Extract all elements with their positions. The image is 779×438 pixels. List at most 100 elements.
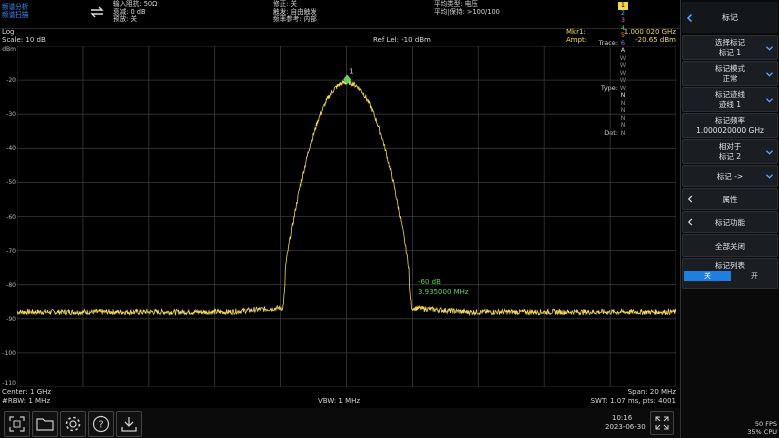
marker-freq-button[interactable]: 标记频率 1.000020000 GHz <box>682 113 778 138</box>
tnums-3[interactable]: 3 <box>620 16 626 24</box>
scale-type: Log <box>2 28 15 36</box>
marker-list-toggle[interactable]: 标记列表 关 开 <box>682 258 778 289</box>
marker-mode-value: 正常 <box>722 74 738 83</box>
fps-readout: 50 FPS <box>754 420 777 428</box>
type-label: Type: <box>600 83 618 92</box>
y-tick-label: -60 <box>6 213 16 221</box>
marker-trace-value: 迹线 1 <box>718 100 742 109</box>
menu-title: 标记 <box>722 13 738 22</box>
status-header: 频谱分析 频谱扫描 输入阻抗: 50Ω 衰减: 0 dB 预放: 关 修正: 关… <box>0 0 680 136</box>
input-impedance: 输入阻抗: 50Ω <box>113 0 158 8</box>
properties-button[interactable]: 属性 <box>682 188 778 210</box>
cpu-readout: 35% CPU <box>747 428 777 436</box>
save-button[interactable] <box>116 411 142 437</box>
trigger: 触发: 自由触发 <box>273 7 317 16</box>
select-marker-label: 选择标记 <box>715 38 745 47</box>
select-marker-value: 标记 1 <box>718 48 742 57</box>
marker-mode-label: 标记模式 <box>715 64 745 73</box>
tnums-1[interactable]: 1 <box>618 1 628 10</box>
marker-function-button[interactable]: 标记功能 <box>682 211 778 233</box>
bottom-toolbar: ? 10:16 2023-06-30 <box>0 408 680 438</box>
properties-label: 属性 <box>722 195 738 204</box>
average-hold: 平均|保持: >100/100 <box>434 7 500 16</box>
marker-1-label: 1 <box>349 67 353 75</box>
ttypes-2[interactable]: W <box>619 53 627 62</box>
settings-button[interactable] <box>60 411 86 437</box>
sweep-time[interactable]: SWT: 1.07 ms, pts: 4001 <box>590 397 676 405</box>
help-icon: ? <box>92 415 110 433</box>
all-off-label: 全部关闭 <box>715 242 745 251</box>
back-chevron-icon <box>686 13 693 22</box>
span[interactable]: Span: 20 MHz <box>627 388 676 396</box>
toggle-off-option[interactable]: 关 <box>684 271 731 281</box>
marker-trace-label: 标记迹线 <box>715 90 745 99</box>
swap-icon[interactable] <box>89 5 105 19</box>
ttypes-6[interactable]: W <box>619 83 627 92</box>
marker-to-button[interactable]: 标记 -> <box>682 165 778 187</box>
softkey-panel: 标记 选择标记 标记 1 标记模式 正常 标记迹线 迹线 1 标记频率 1.00… <box>680 0 779 438</box>
file-button[interactable] <box>32 411 58 437</box>
det-label: Det: <box>604 128 618 137</box>
tdets-6[interactable]: N <box>620 128 626 137</box>
chevron-down-icon <box>766 71 773 77</box>
marker-freq: 1.000 020 GHz <box>623 28 676 36</box>
marker-label: Mkr1: <box>566 28 586 36</box>
tdets-2[interactable]: N <box>620 98 626 107</box>
scale: Scale: 10 dB <box>2 36 46 44</box>
rbw[interactable]: #RBW: 1 MHz <box>2 397 51 405</box>
freq-reference: 频率参考: 内部 <box>273 15 317 23</box>
sweep-mode[interactable]: 频谱扫描 <box>2 11 29 19</box>
bandwidth-level: -60 dB <box>418 278 441 286</box>
marker-to-label: 标记 -> <box>716 172 744 181</box>
tnums-2[interactable]: 2 <box>620 8 626 17</box>
y-tick-label: -110 <box>2 380 16 387</box>
ttypes-3[interactable]: W <box>619 61 627 69</box>
chevron-down-icon <box>766 149 773 155</box>
chevron-down-icon <box>766 45 773 51</box>
marker-list-label: 标记列表 <box>715 261 745 270</box>
relative-to-label: 相对于 <box>718 142 742 151</box>
y-tick-label: -30 <box>6 111 16 119</box>
tdets-1[interactable]: N <box>620 91 626 99</box>
folder-icon <box>36 418 54 431</box>
chevron-down-icon <box>766 97 773 103</box>
y-tick-label: -90 <box>6 315 16 323</box>
marker-1-diamond[interactable] <box>343 74 352 85</box>
tnums-4[interactable]: 4 <box>620 23 626 32</box>
relative-to-button[interactable]: 相对于 标记 2 <box>682 139 778 164</box>
marker-mode-button[interactable]: 标记模式 正常 <box>682 61 778 86</box>
attenuation: 衰减: 0 dB <box>113 7 146 16</box>
preamp: 预放: 关 <box>113 15 138 23</box>
average-type: 平均类型: 电压 <box>434 0 478 8</box>
vbw[interactable]: VBW: 1 MHz <box>318 397 361 405</box>
tdets-3[interactable]: N <box>620 106 626 114</box>
fullscreen-button[interactable] <box>650 411 674 435</box>
y-tick-label: -20 <box>6 77 16 85</box>
ampt-label: Ampt: <box>566 36 588 44</box>
tdets-4[interactable]: N <box>620 113 626 122</box>
tnums-6[interactable]: 6 <box>620 38 626 47</box>
all-off-button[interactable]: 全部关闭 <box>682 234 778 257</box>
bandwidth-value: 3.935000 MHz <box>418 288 469 296</box>
sweep-info: Center: 1 GHz #RBW: 1 MHz VBW: 1 MHz Spa… <box>0 388 680 408</box>
marker-trace-button[interactable]: 标记迹线 迹线 1 <box>682 87 778 112</box>
correction: 修正: 关 <box>273 0 298 8</box>
mode-name[interactable]: 频谱分析 <box>2 3 29 11</box>
y-tick-label: dBm <box>2 46 16 53</box>
menu-title-marker[interactable]: 标记 <box>682 2 778 33</box>
clock-date: 2023-06-30 <box>605 423 646 431</box>
toggle-on-option[interactable]: 开 <box>751 272 758 280</box>
screenshot-button[interactable] <box>4 411 30 437</box>
help-button[interactable]: ? <box>88 411 114 437</box>
tdets-5[interactable]: N <box>620 121 626 129</box>
marker-function-label: 标记功能 <box>715 218 745 227</box>
chevron-down-icon <box>766 174 773 179</box>
select-marker-button[interactable]: 选择标记 标记 1 <box>682 35 778 60</box>
center-freq[interactable]: Center: 1 GHz <box>2 388 52 396</box>
y-axis-labels: dBm -20 -30 -40 -50 -60 -70 -80 -90 -100 -110 <box>0 46 17 387</box>
clock-time: 10:16 <box>612 414 633 422</box>
ttypes-1[interactable]: A <box>620 46 626 54</box>
spectrum-plot[interactable]: 1 -60 dB 3.935000 MHz <box>17 46 676 387</box>
ttypes-4[interactable]: W <box>619 68 627 77</box>
tnums-5[interactable]: 5 <box>620 31 626 39</box>
